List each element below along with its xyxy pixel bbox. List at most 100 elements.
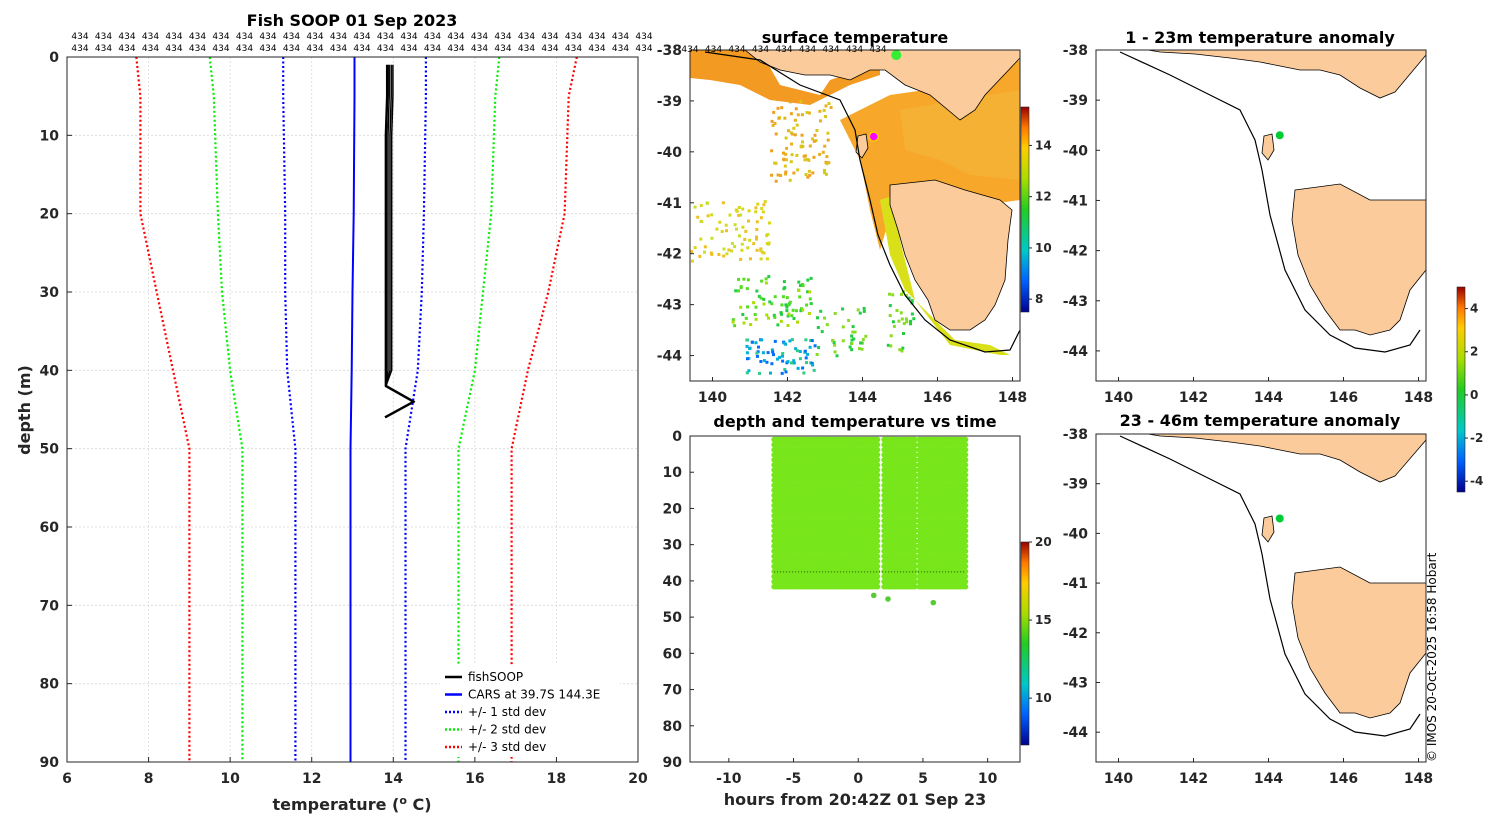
sst-pixel (858, 347, 861, 351)
sst-pixel (827, 161, 831, 165)
sst-pixel (743, 238, 747, 241)
sst-pixel (822, 108, 826, 112)
sst-pixel (779, 319, 783, 323)
sst-pixel (801, 140, 804, 144)
sst-pixel (756, 202, 760, 206)
sst-pixel (757, 345, 760, 349)
sst-pixel (851, 325, 855, 329)
sst-pixel (706, 214, 710, 218)
sst-pixel (698, 254, 702, 258)
time-scatter-point (874, 492, 881, 499)
time-scatter-point (962, 512, 969, 519)
sst-pixel (785, 146, 789, 150)
profile-count-label: 434 (400, 32, 417, 42)
anomaly-shallow-axes-box (1095, 49, 1427, 382)
sst-pixel (858, 311, 862, 315)
sst-pixel (738, 234, 741, 238)
profile-x-tick-label: 14 (384, 771, 404, 787)
sst-pixel (786, 324, 790, 327)
profile-line-4-upper (510, 57, 578, 762)
time-y-tick-label: 0 (672, 429, 682, 445)
sst-pixel (815, 129, 819, 132)
anomaly-shallow-x-tick-label: 146 (1329, 390, 1358, 406)
sst-pixel (784, 152, 788, 156)
profile-count-labels: 434 434 434 434 434 434 434 434 434 434 434 434 434 4… (71, 32, 652, 54)
sst-pixel (752, 242, 756, 246)
sst-pixel (801, 308, 805, 312)
profile-count-label: 434 (189, 44, 206, 54)
time-scatter-point (962, 441, 969, 448)
sst-pixel (909, 319, 913, 323)
sst-pixel (820, 330, 824, 334)
time-scatter-point (912, 452, 918, 458)
profile-count-label: 434 (612, 44, 629, 54)
sst-pixel (748, 346, 752, 350)
sst-pixel (772, 353, 775, 357)
profile-count-label: 434 (259, 32, 276, 42)
sst-pixel (898, 348, 902, 352)
sst-pixel (739, 305, 743, 309)
anomaly-colorbar-tick-label: -4 (1470, 474, 1483, 488)
sst-pixel (742, 277, 746, 281)
sst-pixel (798, 295, 802, 299)
time-scatter-point (912, 507, 918, 514)
sst-pixel (770, 149, 774, 153)
time-scatter-point (912, 573, 918, 580)
sst-pixel (841, 339, 845, 343)
sst-pixel (787, 303, 791, 307)
profile-line-2-lower (282, 57, 297, 762)
profile-title: Fish SOOP 01 Sep 2023 (247, 11, 458, 30)
anomaly-deep-mainland (1147, 434, 1426, 483)
sst-pixel (819, 119, 822, 123)
profile-y-tick-label: 30 (40, 285, 60, 301)
sst-pixel (741, 207, 745, 211)
sst-pixel (790, 153, 794, 157)
time-scatter-point (962, 518, 969, 524)
sst-pixel (728, 213, 732, 217)
sst-pixel (805, 303, 809, 307)
sst-pixel (778, 355, 782, 359)
sst-pixel (856, 308, 860, 312)
anomaly-deep-x-tick-label: 142 (1179, 771, 1208, 787)
sst-pixel (735, 209, 739, 213)
sst-pixel (746, 338, 749, 342)
sst-pixel (768, 300, 772, 304)
profile-count-label: 434 (306, 44, 323, 54)
time-y-tick-label: 80 (663, 719, 683, 735)
sst-pixel (891, 320, 895, 324)
time-scatter-point (912, 487, 918, 494)
time-scatter-point (962, 447, 969, 453)
sst-pixel (755, 351, 759, 355)
time-scatter-point (962, 578, 969, 585)
sst-y-tick-label: -44 (657, 349, 683, 365)
sst-coastal-marker (891, 50, 902, 61)
profile-count-label: 434 (565, 44, 582, 54)
time-scatter-point (874, 578, 881, 585)
time-scatter-point (912, 477, 918, 484)
time-colorbar-tick-label: 10 (1035, 691, 1052, 705)
sst-pixel (770, 348, 774, 352)
sst-pixel (796, 320, 799, 324)
anomaly-shallow-tasmania (1291, 183, 1426, 336)
time-scatter-point (962, 436, 969, 443)
sst-pixel (785, 296, 789, 300)
profile-count-label: 434 (95, 32, 112, 42)
sst-pixel (735, 227, 738, 231)
sst-count-label: 434 (681, 45, 698, 55)
sst-pixel (772, 313, 776, 317)
profile-count-label: 434 (212, 44, 229, 54)
profile-x-tick-label: 16 (465, 771, 484, 787)
sst-pixel (760, 250, 764, 254)
sst-pixel (841, 307, 845, 311)
profile-y-tick-label: 90 (40, 755, 60, 771)
sst-pixel (784, 303, 788, 307)
sst-pixel (900, 292, 903, 296)
sst-pixel (853, 330, 857, 334)
anomaly-shallow-y-tick-label: -39 (1063, 93, 1088, 109)
time-scatter-point (874, 528, 881, 534)
sst-pixel (791, 308, 795, 312)
time-scatter-point (912, 543, 918, 549)
sst-pixel (724, 223, 728, 227)
sst-pixel (754, 317, 758, 321)
sst-pixel (797, 280, 801, 284)
